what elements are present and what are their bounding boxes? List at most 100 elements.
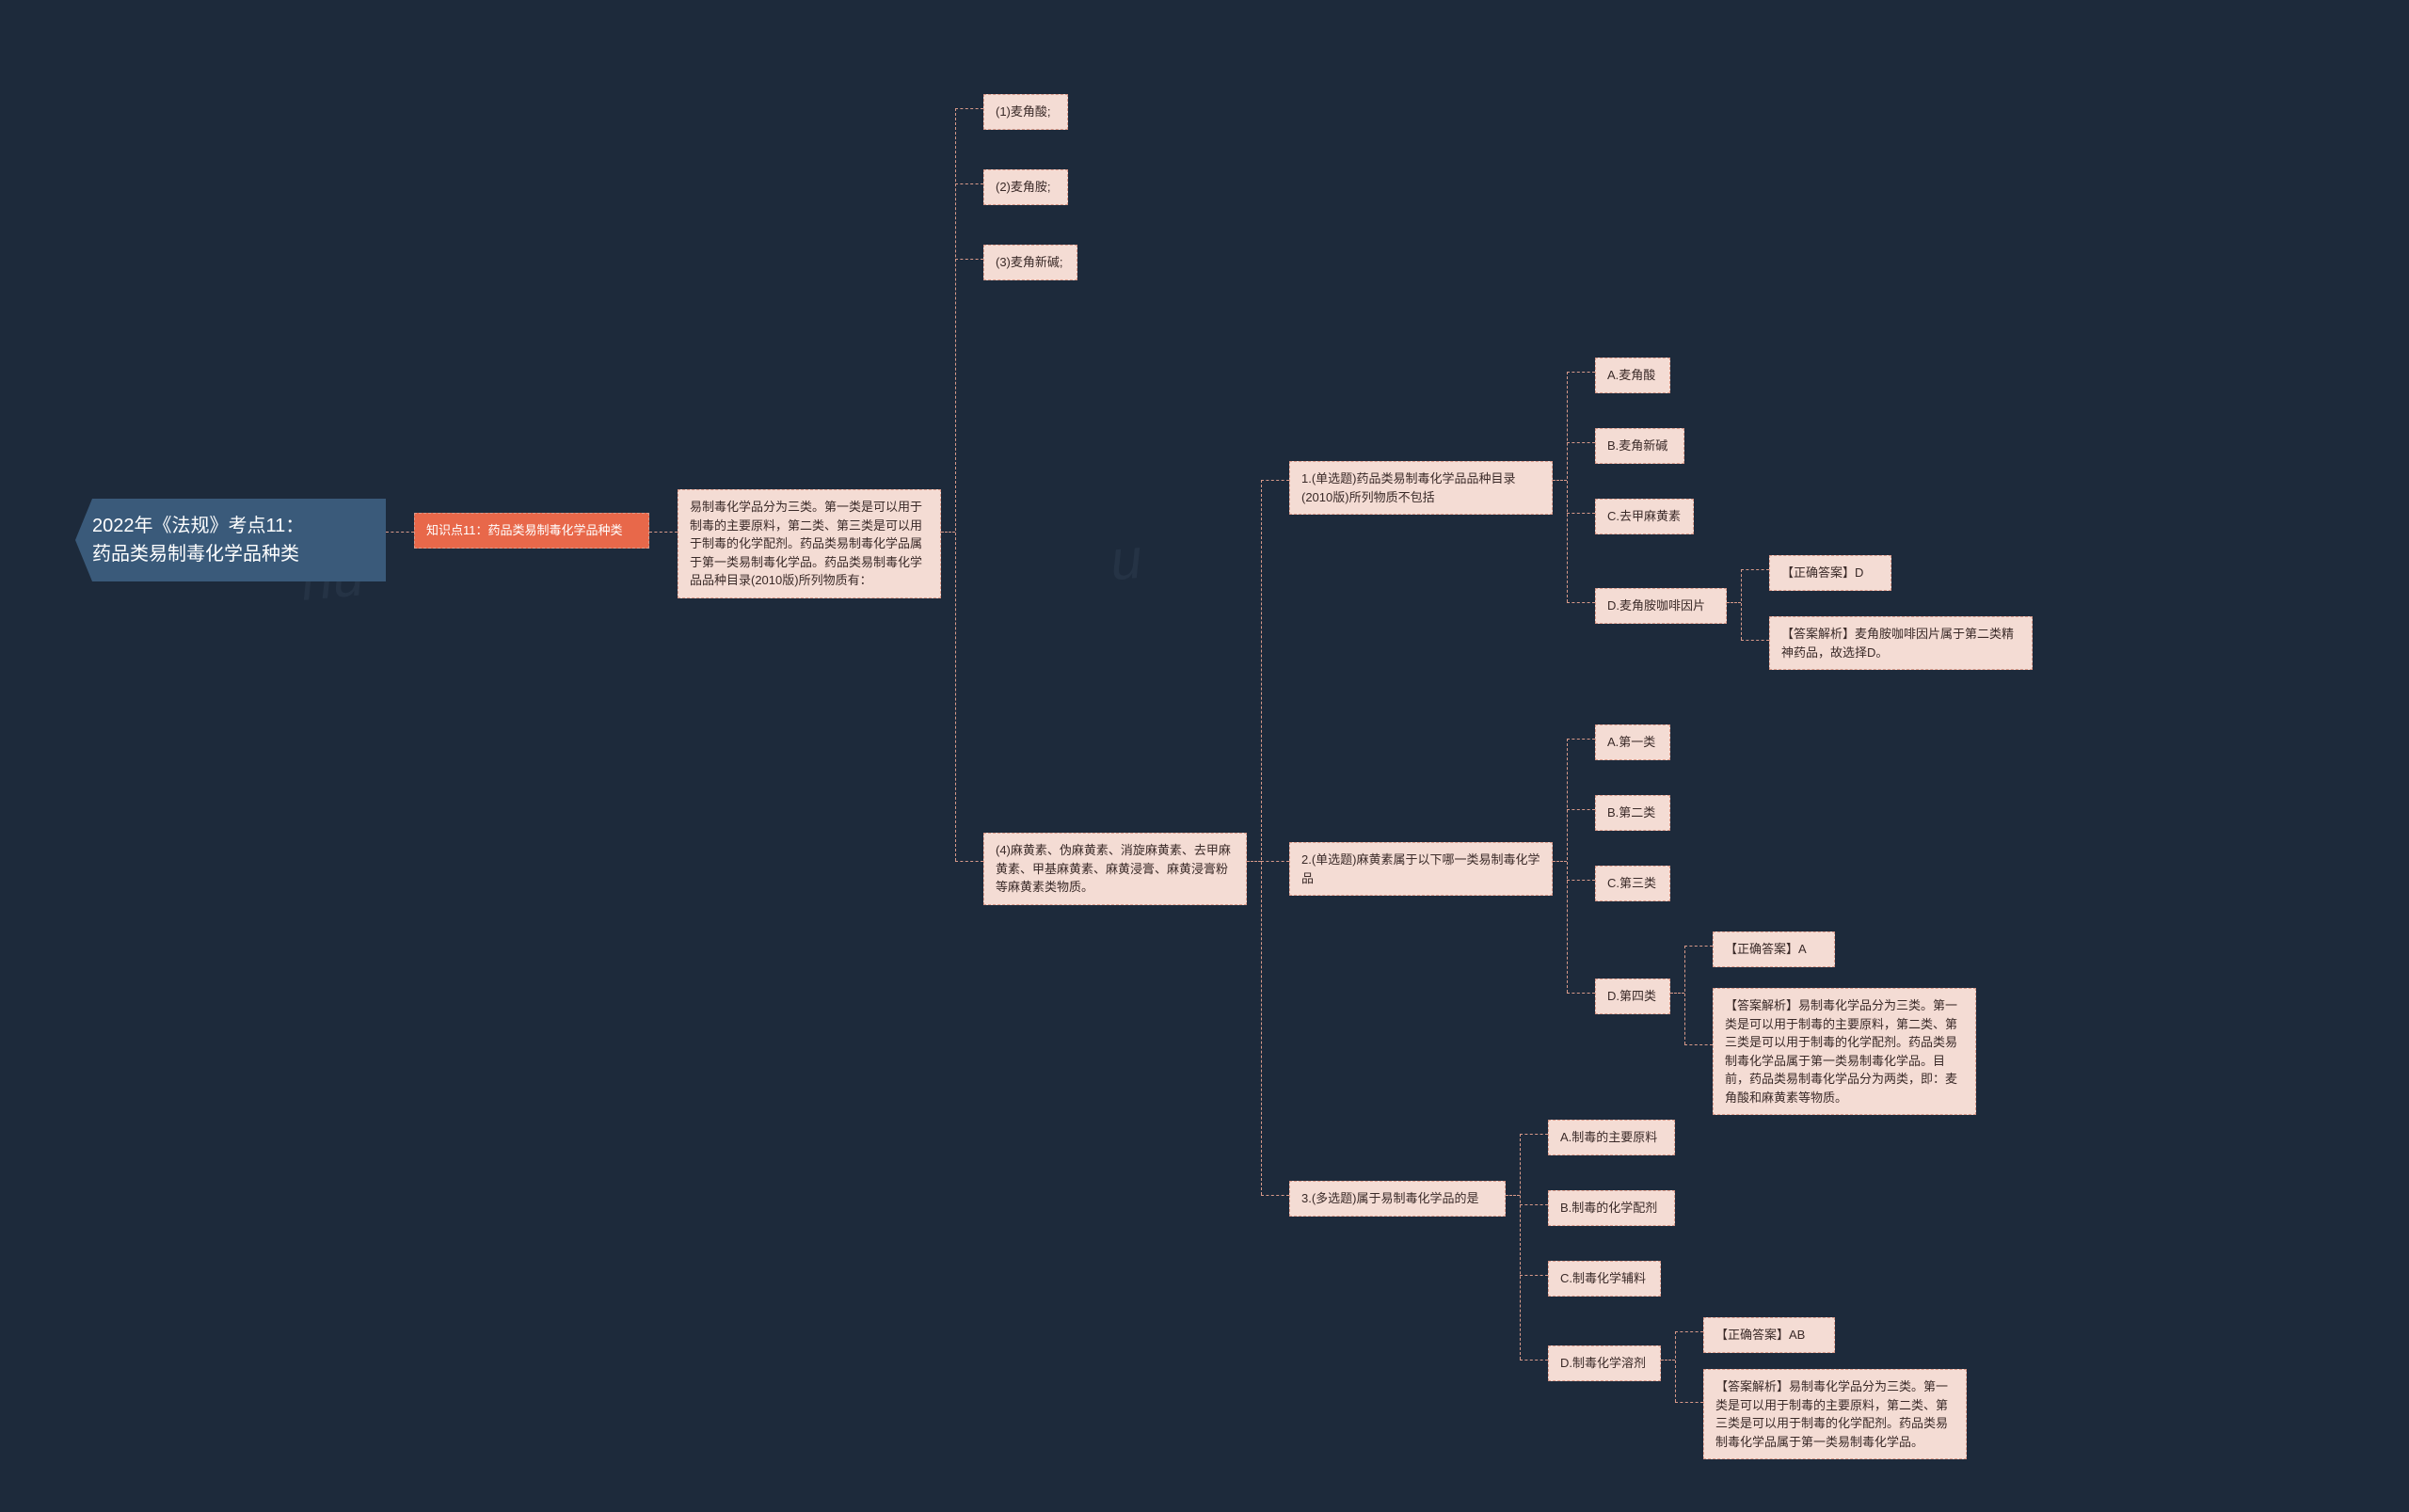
q1-ans-node: 【正确答案】D [1769, 555, 1891, 591]
q2-b: B.第二类 [1607, 805, 1655, 820]
connector [1520, 1275, 1548, 1276]
q2-a-node: A.第一类 [1595, 724, 1670, 760]
q2-stem: 2.(单选题)麻黄素属于以下哪一类易制毒化学品 [1301, 852, 1540, 885]
connector [1261, 861, 1289, 862]
q1-a: A.麦角酸 [1607, 368, 1655, 382]
connector [1520, 1134, 1548, 1135]
connector [1727, 602, 1741, 603]
connector-v [1684, 946, 1685, 1044]
connector [1567, 809, 1595, 810]
connector [1675, 1331, 1703, 1332]
q1-d-node: D.麦角胺咖啡因片 [1595, 588, 1727, 624]
q1-exp-node: 【答案解析】麦角胺咖啡因片属于第二类精神药品，故选择D。 [1769, 616, 2033, 670]
item2: (2)麦角胺; [996, 180, 1051, 194]
q1-c-node: C.去甲麻黄素 [1595, 499, 1694, 534]
q3-stem-node: 3.(多选题)属于易制毒化学品的是 [1289, 1181, 1506, 1217]
level1-node: 知识点11：药品类易制毒化学品种类 [414, 513, 649, 549]
q1-a-node: A.麦角酸 [1595, 358, 1670, 393]
connector-v [1741, 569, 1742, 640]
q3-exp: 【答案解析】易制毒化学品分为三类。第一类是可以用于制毒的主要原料，第二类、第三类… [1715, 1379, 1948, 1449]
q3-ans-node: 【正确答案】AB [1703, 1317, 1835, 1353]
item2-node: (2)麦角胺; [983, 169, 1068, 205]
q3-d-node: D.制毒化学溶剂 [1548, 1345, 1661, 1381]
connector [955, 108, 983, 109]
connector [1520, 1204, 1548, 1205]
q2-c-node: C.第三类 [1595, 866, 1670, 901]
connector [1553, 480, 1567, 481]
q2-exp: 【答案解析】易制毒化学品分为三类。第一类是可以用于制毒的主要原料，第二类、第三类… [1725, 998, 1957, 1105]
connector [649, 532, 678, 533]
item1: (1)麦角酸; [996, 104, 1051, 119]
connector [1567, 739, 1595, 740]
q3-exp-node: 【答案解析】易制毒化学品分为三类。第一类是可以用于制毒的主要原料，第二类、第三类… [1703, 1369, 1967, 1459]
connector-v [1567, 372, 1568, 602]
q1-exp: 【答案解析】麦角胺咖啡因片属于第二类精神药品，故选择D。 [1781, 627, 2014, 660]
connector-v [1520, 1134, 1521, 1360]
q2-a: A.第一类 [1607, 735, 1655, 749]
root-line1: 2022年《法规》考点11： [92, 512, 369, 540]
connector [1567, 513, 1595, 514]
connector [1675, 1402, 1703, 1403]
connector [1567, 880, 1595, 881]
connector-v [1567, 739, 1568, 993]
connector [1520, 1360, 1548, 1361]
q3-a: A.制毒的主要原料 [1560, 1130, 1657, 1144]
item4-node: (4)麻黄素、伪麻黄素、消旋麻黄素、去甲麻黄素、甲基麻黄素、麻黄浸膏、麻黄浸膏粉… [983, 833, 1247, 905]
connector [1684, 1044, 1713, 1045]
connector [955, 259, 983, 260]
q1-b-node: B.麦角新碱 [1595, 428, 1684, 464]
connector [955, 861, 983, 862]
connector-v [955, 108, 956, 861]
connector [1261, 480, 1289, 481]
q3-c: C.制毒化学辅料 [1560, 1271, 1646, 1285]
q1-stem: 1.(单选题)药品类易制毒化学品品种目录(2010版)所列物质不包括 [1301, 471, 1516, 504]
level2-text: 易制毒化学品分为三类。第一类是可以用于制毒的主要原料，第二类、第三类是可以用于制… [690, 500, 922, 587]
q2-exp-node: 【答案解析】易制毒化学品分为三类。第一类是可以用于制毒的主要原料，第二类、第三类… [1713, 988, 1976, 1115]
connector-v [1261, 480, 1262, 1195]
q2-ans-node: 【正确答案】A [1713, 931, 1835, 967]
level1-text: 知识点11：药品类易制毒化学品种类 [426, 523, 623, 537]
connector [1670, 993, 1684, 994]
q3-b: B.制毒的化学配剂 [1560, 1201, 1657, 1215]
connector [1553, 861, 1567, 862]
connector [955, 183, 983, 184]
connector [1567, 442, 1595, 443]
q1-ans: 【正确答案】D [1781, 565, 1863, 580]
q3-d: D.制毒化学溶剂 [1560, 1356, 1646, 1370]
item3-node: (3)麦角新碱; [983, 245, 1077, 280]
item1-node: (1)麦角酸; [983, 94, 1068, 130]
item4: (4)麻黄素、伪麻黄素、消旋麻黄素、去甲麻黄素、甲基麻黄素、麻黄浸膏、麻黄浸膏粉… [996, 843, 1231, 894]
connector [1661, 1360, 1675, 1361]
connector [1567, 372, 1595, 373]
connector [1741, 640, 1769, 641]
q2-d-node: D.第四类 [1595, 979, 1670, 1014]
item3: (3)麦角新碱; [996, 255, 1063, 269]
q3-ans: 【正确答案】AB [1715, 1328, 1805, 1342]
connector [1261, 1195, 1289, 1196]
q1-stem-node: 1.(单选题)药品类易制毒化学品品种目录(2010版)所列物质不包括 [1289, 461, 1553, 515]
q2-b-node: B.第二类 [1595, 795, 1670, 831]
q2-c: C.第三类 [1607, 876, 1656, 890]
q3-b-node: B.制毒的化学配剂 [1548, 1190, 1675, 1226]
q2-ans: 【正确答案】A [1725, 942, 1807, 956]
q3-stem: 3.(多选题)属于易制毒化学品的是 [1301, 1191, 1479, 1205]
connector-v [1675, 1331, 1676, 1402]
q1-d: D.麦角胺咖啡因片 [1607, 598, 1705, 613]
q1-c: C.去甲麻黄素 [1607, 509, 1681, 523]
root-node: 2022年《法规》考点11： 药品类易制毒化学品种类 [75, 499, 386, 581]
level2-node: 易制毒化学品分为三类。第一类是可以用于制毒的主要原料，第二类、第三类是可以用于制… [678, 489, 941, 598]
q3-c-node: C.制毒化学辅料 [1548, 1261, 1661, 1297]
connector [1567, 993, 1595, 994]
connector [941, 532, 955, 533]
connector [1567, 602, 1595, 603]
connector [1684, 946, 1713, 947]
connector [1741, 569, 1769, 570]
q2-stem-node: 2.(单选题)麻黄素属于以下哪一类易制毒化学品 [1289, 842, 1553, 896]
root-line2: 药品类易制毒化学品种类 [92, 540, 369, 568]
q2-d: D.第四类 [1607, 989, 1656, 1003]
q3-a-node: A.制毒的主要原料 [1548, 1120, 1675, 1155]
q1-b: B.麦角新碱 [1607, 438, 1667, 453]
connector [386, 532, 414, 533]
connector [1506, 1195, 1520, 1196]
connector [1247, 861, 1261, 862]
